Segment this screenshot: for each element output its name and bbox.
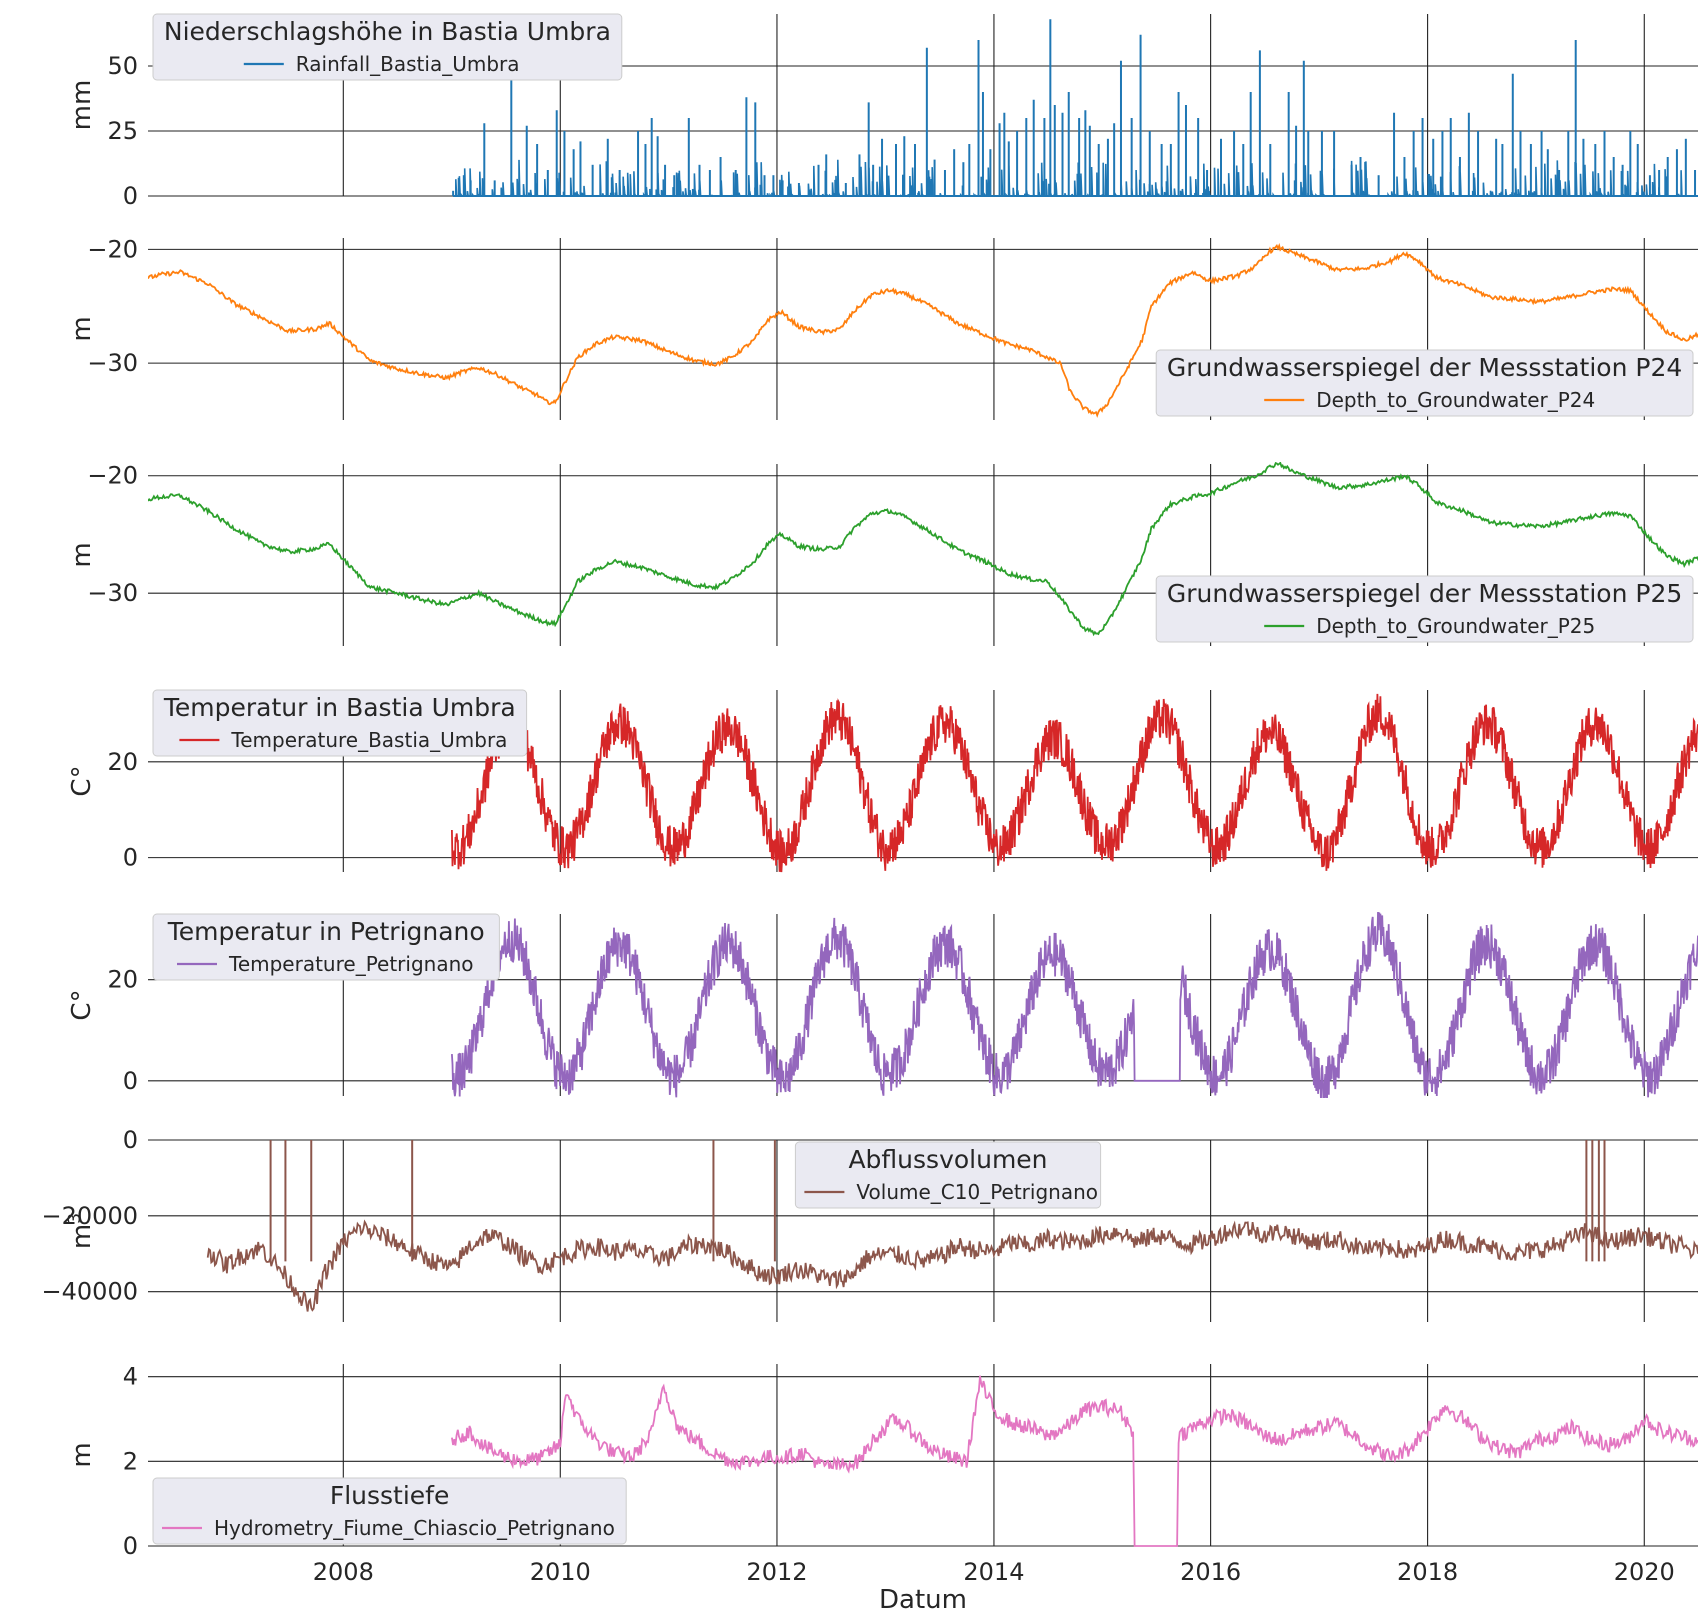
y-axis-label: mm: [67, 80, 97, 131]
y-axis-label: m: [67, 1442, 97, 1467]
y-axis-label: C°: [67, 765, 97, 796]
y-tick-label: 25: [107, 117, 138, 145]
y-tick-label: 0: [123, 1067, 138, 1095]
series-line: [451, 693, 1698, 873]
legend-title: Abflussvolumen: [848, 1145, 1047, 1174]
x-tick-label: 2016: [1180, 1558, 1241, 1586]
legend-box: [152, 913, 500, 981]
legend: Grundwasserspiegel der Messstation P25 De…: [1155, 575, 1694, 643]
legend-title: Temperatur in Petrignano: [167, 917, 485, 946]
series-Depth_to_Groundwater_P25: [148, 462, 1698, 637]
series-Temperature_Bastia_Umbra: [451, 693, 1698, 873]
x-tick-label: 2010: [530, 1558, 591, 1586]
y-tick-label: 20: [107, 748, 138, 776]
series-line: [451, 912, 1698, 1098]
y-axis-label: m: [67, 316, 97, 341]
legend-entry: Depth_to_Groundwater_P25: [1316, 614, 1595, 638]
series-Rainfall_Bastia_Umbra: [452, 19, 1698, 198]
y-tick-label: 50: [107, 52, 138, 80]
legend: Temperatur in Petrignano Temperature_Petr…: [152, 913, 500, 981]
y-tick-label: −20: [87, 462, 138, 490]
y-tick-label: 4: [123, 1363, 138, 1391]
legend-entry: Rainfall_Bastia_Umbra: [296, 52, 520, 76]
legend-entry: Temperature_Bastia_Umbra: [230, 728, 507, 752]
series-Temperature_Petrignano: [451, 912, 1698, 1098]
legend: Flusstiefe Hydrometry_Fiume_Chiascio_Petr…: [152, 1477, 627, 1545]
legend-box: [152, 689, 528, 757]
x-tick-label: 2020: [1614, 1558, 1675, 1586]
x-tick-label: 2008: [313, 1558, 374, 1586]
legend-box: [794, 1141, 1102, 1209]
series-line: [148, 242, 1698, 418]
y-tick-label: −20: [87, 235, 138, 263]
series-line: [451, 1375, 1698, 1547]
y-tick-label: 2: [123, 1447, 138, 1475]
legend: Abflussvolumen Volume_C10_Petrignano: [794, 1141, 1102, 1209]
series-line: [206, 1219, 1698, 1312]
series-Depth_to_Groundwater_P24: [148, 242, 1698, 418]
legend-entry: Volume_C10_Petrignano: [856, 1180, 1098, 1204]
y-tick-label: 20: [107, 966, 138, 994]
y-tick-label: 0: [123, 182, 138, 210]
y-tick-label: 0: [123, 1126, 138, 1154]
y-tick-label: −30: [87, 579, 138, 607]
legend-entry: Temperature_Petrignano: [228, 952, 474, 976]
legend-title: Grundwasserspiegel der Messstation P24: [1167, 353, 1682, 382]
y-tick-label: 0: [123, 1532, 138, 1560]
legend: Niederschlagshöhe in Bastia Umbra Rainfal…: [152, 13, 623, 81]
panel-5: 0 20 C° Temperatur in Petrignano Temperature…: [67, 912, 1698, 1098]
series-Volume_C10_Petrignano: [206, 1140, 1698, 1312]
series-line: [148, 462, 1698, 637]
y-tick-label: −20000: [42, 1202, 138, 1230]
legend-box: [152, 1477, 627, 1545]
legend: Temperatur in Bastia Umbra Temperature_Ba…: [152, 689, 528, 757]
panel-7: 0 2 4 m Flusstiefe Hydrometry_Fiume_Chiascio_…: [67, 1363, 1698, 1560]
legend-title: Grundwasserspiegel der Messstation P25: [1167, 579, 1682, 608]
x-axis-label: Datum: [879, 1585, 967, 1614]
panel-3: −30 −20 m Grundwasserspiegel der Messstatio…: [67, 462, 1698, 646]
legend: Grundwasserspiegel der Messstation P24 De…: [1155, 349, 1694, 417]
legend-entry: Depth_to_Groundwater_P24: [1316, 388, 1595, 412]
y-axis-label: m: [67, 542, 97, 567]
y-tick-label: −40000: [42, 1278, 138, 1306]
legend-title: Niederschlagshöhe in Bastia Umbra: [164, 17, 611, 46]
panel-6: −40000−200000m3AbflussvolumenVolume_C10_…: [42, 1126, 1698, 1322]
panel-1: 0 25 50 mm Niederschlagshöhe in Bastia Umbra…: [67, 13, 1698, 210]
series-Hydrometry_Fiume_Chiascio_Petrignano: [451, 1375, 1698, 1547]
legend-entry: Hydrometry_Fiume_Chiascio_Petrignano: [214, 1516, 615, 1540]
y-tick-label: −30: [87, 349, 138, 377]
legend-title: Temperatur in Bastia Umbra: [163, 693, 516, 722]
x-tick-label: 2018: [1397, 1558, 1458, 1586]
legend-title: Flusstiefe: [330, 1481, 450, 1510]
y-tick-label: 0: [123, 844, 138, 872]
x-tick-label: 2012: [746, 1558, 807, 1586]
panel-2: −30 −20 m Grundwasserspiegel der Messstatio…: [67, 235, 1698, 420]
x-tick-label: 2014: [963, 1558, 1024, 1586]
y-axis-label: C°: [67, 989, 97, 1020]
